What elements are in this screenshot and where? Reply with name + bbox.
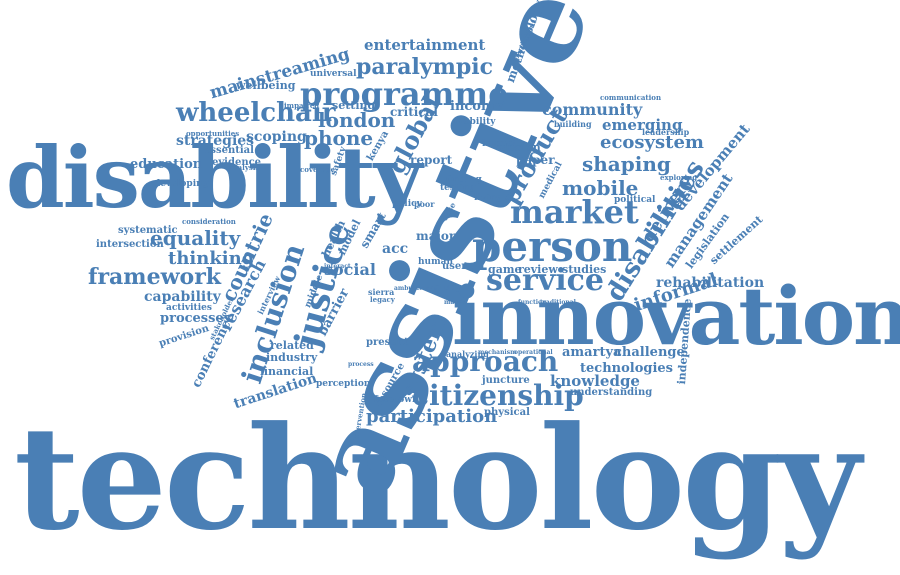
word-financial: financial <box>260 365 314 378</box>
word-consideration: consideration <box>182 217 236 226</box>
word-building: building <box>554 119 592 129</box>
word-mechanism: mechanism <box>478 349 517 356</box>
word-essential: essential <box>204 145 254 156</box>
word-review: review <box>518 263 558 276</box>
word-capability: capability <box>144 289 221 305</box>
word-evidence: evidence <box>212 157 262 168</box>
word-impact: impact <box>482 139 517 149</box>
word-sierra: sierra <box>368 287 395 297</box>
word-rehabilitation: rehabilitation <box>656 275 765 291</box>
word-provision: provision <box>157 323 211 350</box>
word-acc: acc <box>382 241 409 257</box>
word-related: related <box>270 339 314 352</box>
word-legacy: legacy <box>370 295 395 304</box>
word-income: income <box>450 99 504 114</box>
word-function: function <box>518 299 547 306</box>
word-approach: approach <box>412 345 559 378</box>
word-shaping: shaping <box>582 152 671 176</box>
word-impaired: impaired <box>284 101 320 110</box>
word-juncture: juncture <box>482 375 530 386</box>
word-ecosystem: ecosystem <box>600 132 704 153</box>
word-challenge: challenge <box>614 345 685 360</box>
word-programme: programme <box>300 75 509 113</box>
word-strategies: strategies <box>176 133 255 149</box>
word-framework: framework <box>88 264 222 290</box>
word-major: major <box>416 229 456 243</box>
word-knowledge: knowledge <box>550 372 640 390</box>
word-present: present <box>366 337 409 348</box>
word-process: process <box>348 361 374 368</box>
word-market: market <box>510 193 639 231</box>
word-universal: universal <box>310 69 357 79</box>
word-community: community <box>542 100 643 119</box>
word-wheelchair: wheelchair <box>176 98 336 128</box>
word-operational: operational <box>514 349 553 356</box>
word-innovation: innovation <box>452 269 900 363</box>
word-paralympic: paralympic <box>356 54 494 80</box>
word-phone: phone <box>304 126 374 150</box>
word-policy: policy <box>392 199 422 209</box>
word-human: human <box>418 257 453 267</box>
word-emerging: emerging <box>602 116 683 134</box>
word-scoping: scoping <box>246 129 307 145</box>
word-traditional: traditional <box>540 299 576 306</box>
word-interact: interact <box>324 263 351 270</box>
word-activities: activities <box>166 303 212 313</box>
word-mobility: mobility <box>454 117 496 127</box>
word-study: study <box>434 283 462 293</box>
word-london: london <box>318 108 396 132</box>
word-testing: testing <box>440 183 476 193</box>
word-critical: critical <box>390 105 438 119</box>
word-technologies: technologies <box>580 361 673 376</box>
word-disability: disability <box>6 128 422 227</box>
word-industry: industry <box>266 351 318 364</box>
word-design: design <box>500 141 541 154</box>
word-entertainment: entertainment <box>364 36 486 54</box>
word-physical: physical <box>484 407 530 418</box>
word-analysis: analysis <box>228 163 260 172</box>
word-political: political <box>614 195 656 205</box>
word-thinking: thinking <box>168 248 255 269</box>
word-developing: developing <box>154 179 209 189</box>
word-freetown: freetown <box>374 395 419 405</box>
word-opportunities: opportunities <box>186 129 240 138</box>
word-living: living <box>474 193 503 203</box>
word-matrix: matrix <box>444 299 467 306</box>
word-service: service <box>486 263 604 298</box>
word-mobile: mobile <box>562 176 639 200</box>
word-coverage: coverage <box>300 165 336 174</box>
word-technology: technology <box>14 396 861 562</box>
word-citizenship: citizenship <box>412 379 584 412</box>
word-leadership: leadership <box>642 127 690 137</box>
word-amartya: amartya <box>562 345 622 360</box>
word-analyzing: analyzing <box>446 349 489 359</box>
word-user: user <box>442 261 467 272</box>
word-wellbeing: wellbeing <box>236 79 296 92</box>
word-exploring: exploring <box>660 173 698 182</box>
word-setting: setting <box>332 99 376 112</box>
word-paper: paper <box>516 153 555 167</box>
word-communication: communication <box>600 93 662 102</box>
word-processes: processes <box>160 311 232 326</box>
word-studies: studies <box>562 263 607 276</box>
word-game: game <box>488 263 522 276</box>
word-poor: poor <box>414 199 435 209</box>
word-report: report <box>410 153 453 167</box>
word-finding: finding <box>446 175 482 185</box>
word-systematic: systematic <box>118 225 178 236</box>
word-person: person <box>472 222 633 271</box>
word-ambulatory: ambulatory <box>394 285 433 292</box>
word-education: education <box>130 157 203 172</box>
word-social: social <box>324 260 376 279</box>
word-equality: equality <box>150 226 241 250</box>
word-understanding: understanding <box>570 387 653 398</box>
word-perception: perception <box>316 379 371 389</box>
word-participation: participation <box>366 406 498 427</box>
word-intersection: intersection <box>96 239 164 250</box>
